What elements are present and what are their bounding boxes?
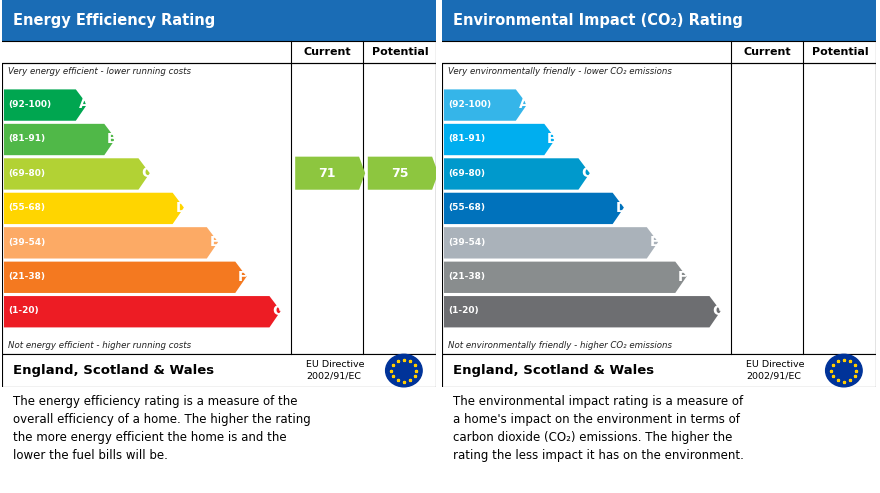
Polygon shape [444,262,686,293]
Polygon shape [444,296,721,327]
Text: E: E [649,235,659,249]
Text: England, Scotland & Wales: England, Scotland & Wales [452,364,654,377]
FancyBboxPatch shape [2,354,436,387]
FancyBboxPatch shape [442,63,876,354]
Text: C: C [581,166,591,180]
Text: Very energy efficient - lower running costs: Very energy efficient - lower running co… [8,67,191,75]
Text: D: D [615,201,627,214]
Text: F: F [238,270,247,283]
Text: (21-38): (21-38) [448,272,485,281]
Polygon shape [4,89,87,121]
Text: C: C [141,166,151,180]
FancyBboxPatch shape [442,40,876,63]
FancyBboxPatch shape [442,0,876,40]
Polygon shape [444,89,527,121]
Text: (1-20): (1-20) [8,307,39,316]
Polygon shape [4,158,150,190]
Text: Current: Current [744,47,791,57]
Text: B: B [106,132,118,146]
Text: A: A [78,97,89,111]
Text: (81-91): (81-91) [8,134,46,143]
FancyBboxPatch shape [442,354,876,387]
Text: B: B [546,132,558,146]
Text: Current: Current [304,47,351,57]
Text: (21-38): (21-38) [8,272,45,281]
Text: Not environmentally friendly - higher CO₂ emissions: Not environmentally friendly - higher CO… [448,341,672,350]
Polygon shape [295,157,365,190]
Text: Environmental Impact (CO₂) Rating: Environmental Impact (CO₂) Rating [452,13,743,28]
Text: Potential: Potential [811,47,869,57]
Text: Not energy efficient - higher running costs: Not energy efficient - higher running co… [8,341,192,350]
Text: The environmental impact rating is a measure of
a home's impact on the environme: The environmental impact rating is a mea… [453,394,744,461]
FancyBboxPatch shape [2,63,436,354]
Text: F: F [678,270,687,283]
Text: (69-80): (69-80) [448,169,485,177]
Polygon shape [444,227,658,258]
Text: (39-54): (39-54) [8,238,46,246]
Text: EU Directive
2002/91/EC: EU Directive 2002/91/EC [306,360,364,381]
Polygon shape [444,158,590,190]
Polygon shape [444,193,624,224]
Circle shape [825,354,862,387]
FancyBboxPatch shape [2,40,436,63]
Text: Energy Efficiency Rating: Energy Efficiency Rating [12,13,215,28]
FancyBboxPatch shape [2,0,436,40]
Polygon shape [4,193,184,224]
Text: E: E [209,235,219,249]
Polygon shape [4,262,246,293]
Text: (92-100): (92-100) [8,100,51,109]
Text: (81-91): (81-91) [448,134,486,143]
Polygon shape [4,124,115,155]
Text: A: A [518,97,529,111]
Circle shape [385,354,422,387]
Text: England, Scotland & Wales: England, Scotland & Wales [12,364,214,377]
Polygon shape [4,227,218,258]
Text: 71: 71 [319,167,336,179]
Text: (69-80): (69-80) [8,169,45,177]
Text: 75: 75 [392,167,408,179]
Text: EU Directive
2002/91/EC: EU Directive 2002/91/EC [746,360,804,381]
Text: (92-100): (92-100) [448,100,491,109]
Text: Potential: Potential [371,47,429,57]
Text: (55-68): (55-68) [8,203,45,212]
Polygon shape [4,296,281,327]
Polygon shape [444,124,555,155]
Text: D: D [175,201,187,214]
Text: (1-20): (1-20) [448,307,479,316]
Text: The energy efficiency rating is a measure of the
overall efficiency of a home. T: The energy efficiency rating is a measur… [13,394,311,461]
Text: (55-68): (55-68) [448,203,485,212]
Polygon shape [368,157,438,190]
Text: (39-54): (39-54) [448,238,486,246]
Text: G: G [272,304,283,318]
Text: G: G [712,304,723,318]
Text: Very environmentally friendly - lower CO₂ emissions: Very environmentally friendly - lower CO… [448,67,672,75]
